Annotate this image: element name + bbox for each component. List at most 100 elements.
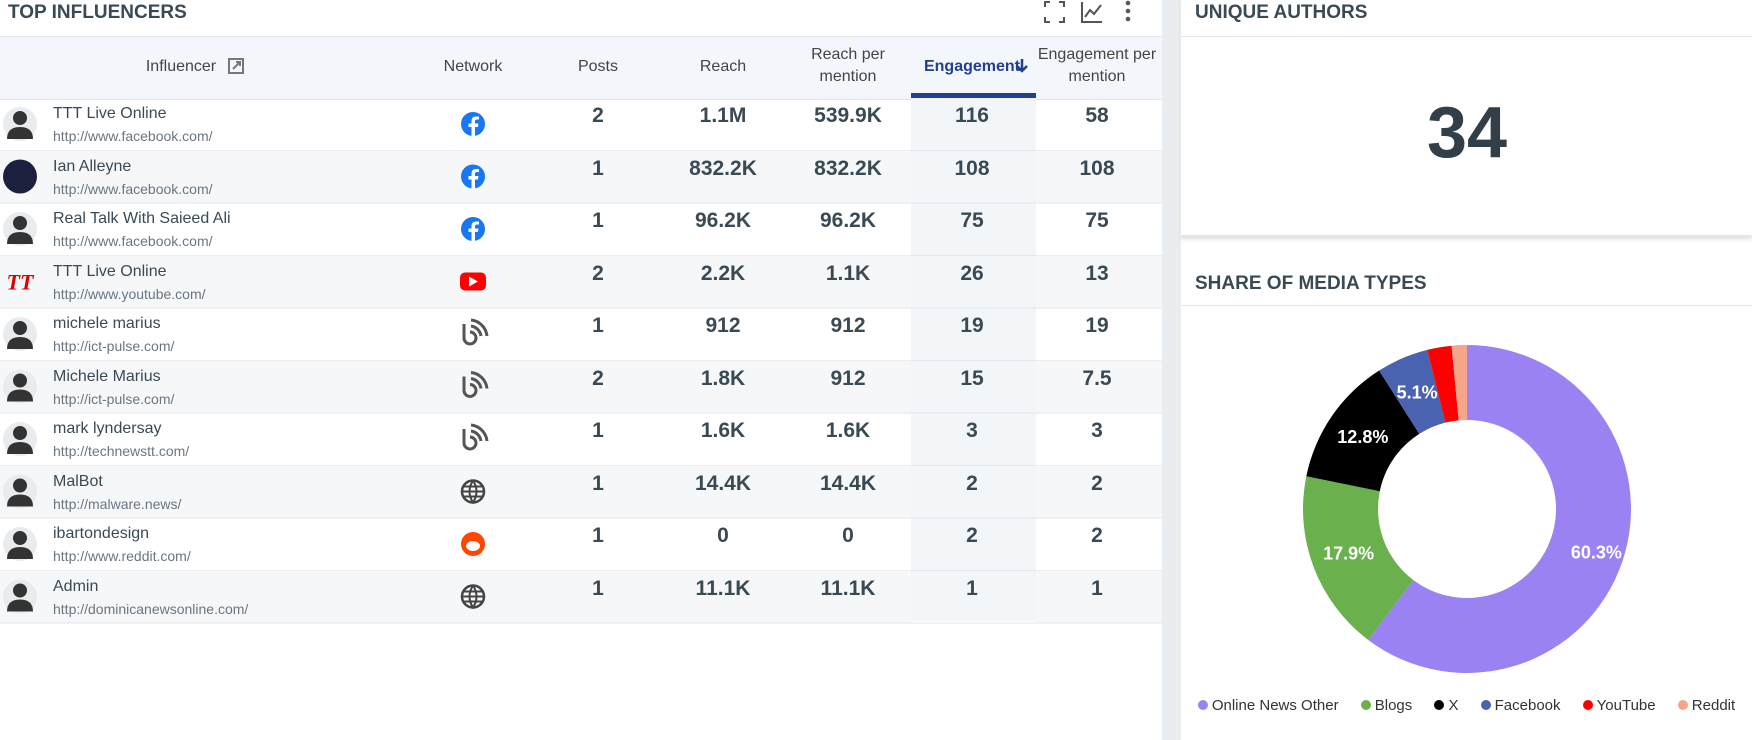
cell-value: 2 [592,366,604,390]
chart-icon[interactable] [1081,2,1102,23]
cell-value: 7.5 [1082,366,1112,390]
legend-marker [1582,700,1593,710]
influencer-name[interactable]: Admin [53,577,99,595]
influencer-name[interactable]: MalBot [53,472,103,490]
cell-value: 2 [1091,524,1103,547]
column-header[interactable]: Posts [577,58,618,75]
legend-marker [1480,700,1491,710]
media-card: SHARE OF MEDIA TYPES [1181,255,1752,740]
cell-value: 1 [592,524,604,547]
column-header[interactable]: Reach [699,58,747,75]
cell-value: 26 [960,261,984,285]
cell-value: 1 [1091,576,1103,600]
influencer-name[interactable]: TTT Live Online [53,262,167,280]
blog-icon [462,318,489,346]
cell-value: 14.4K [819,471,877,495]
avatar [7,216,33,244]
influencer-url: http://www.youtube.com/ [53,285,206,302]
influencer-name[interactable]: Ian Alleyne [53,157,132,175]
external-link-icon [228,58,244,74]
cell-value: 2 [592,261,604,285]
influencer-name[interactable]: Real Talk With Saieed Ali [53,210,231,227]
legend-item[interactable]: Blogs [1360,697,1413,714]
cell-value: 13 [1085,261,1109,285]
divider [1162,0,1181,740]
web-lines [462,584,484,610]
legend-item[interactable]: X [1434,697,1458,714]
donut-segment [1306,370,1420,492]
legend-label: Blogs [1374,697,1413,714]
legend-label: Reddit [1691,697,1736,714]
legend-marker [1434,700,1445,710]
sorted-column [911,98,1036,621]
legend-marker [1677,700,1688,710]
legend-item[interactable]: Reddit [1677,697,1736,714]
facebook-f [468,221,479,241]
column-header[interactable]: Engagement [923,58,1020,75]
cell-value: 11.1K [695,576,751,600]
data-label: 60.3% [1571,542,1622,562]
cell-value: 1 [592,471,604,495]
influencer-url: http://www.facebook.com/ [53,233,213,249]
row-stripe [0,150,911,203]
panel-actions [1044,0,1131,23]
legend-item[interactable]: Online News Other [1197,697,1339,714]
donut-chart: 60.3% 17.9% 12.8% 5.1% [1303,345,1631,673]
sort-arrow [1016,59,1028,73]
cell-value: 1 [592,314,604,337]
legend: Online News Other Blogs X Facebook YouTu… [1181,694,1752,718]
influencer-name[interactable]: TTT Live Online [53,105,167,122]
cell-value: 14.4K [694,471,752,495]
avatar [7,478,33,507]
row-stripe [1036,465,1162,518]
blog-icon [462,371,489,398]
cell-value: 108 [954,156,990,180]
legend-label: X [1448,697,1459,714]
cell-value: 2.2K [700,261,746,285]
avatar [3,159,37,194]
panel-title: TOP INFLUENCERS [8,2,187,23]
row-stripe [0,465,911,518]
menu-icon[interactable] [1125,0,1131,22]
cell-value: 912 [830,366,866,390]
expand-icon[interactable] [1044,1,1065,23]
cell-value: 2 [592,104,604,127]
cell-value: 96.2K [819,209,877,232]
table-icons: TT [0,58,1162,624]
row-stripe [0,255,911,308]
cell-value: 1 [966,576,978,600]
separator [1181,305,1752,306]
column-header[interactable]: Network [443,58,503,75]
legend-item[interactable]: YouTube [1582,697,1656,714]
influencer-url: http://www.facebook.com/ [53,180,213,197]
cell-value: 1.1K [825,261,871,285]
cell-value: 832.2K [814,156,882,180]
avatar [7,531,33,559]
legend-label: Online News Other [1211,697,1339,714]
blog-icon [462,423,489,451]
donut-segment [1379,349,1446,434]
influencer-url: http://www.reddit.com/ [53,548,191,564]
column-header[interactable]: Reach per mention [811,46,885,85]
influencer-name[interactable]: mark lyndersay [53,420,162,437]
influencer-name[interactable]: Michele Marius [53,367,161,385]
cell-value: 75 [960,209,984,232]
cell-value: 19 [1085,314,1109,337]
authors-card: UNIQUE AUTHORS 34 [1181,0,1752,237]
cell-value: 108 [1079,156,1115,180]
table-header [0,36,1162,100]
donut-segment [1451,345,1467,421]
data-label: 12.8% [1337,427,1388,447]
cell-value: 1.6K [700,419,746,442]
row-stripe [1036,150,1162,203]
cell-value: 832.2K [689,156,757,180]
influencer-name[interactable]: ibartondesign [53,525,150,542]
column-header[interactable]: Influencer [145,58,217,75]
cell-value: 0 [717,524,729,547]
cell-value: 3 [1091,419,1103,442]
legend-item[interactable]: Facebook [1480,697,1561,714]
column-header[interactable]: Engagement per mention [1037,46,1157,85]
influencer-name[interactable]: michele marius [53,315,161,332]
row-stripe [1036,255,1162,308]
cell-value: 75 [1085,209,1109,232]
